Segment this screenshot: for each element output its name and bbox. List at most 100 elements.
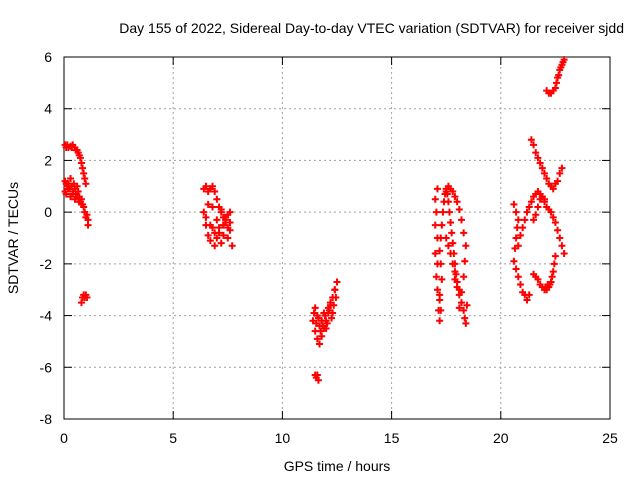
data-point <box>211 187 219 195</box>
x-tick-label: 25 <box>602 430 618 446</box>
data-point <box>436 247 444 255</box>
data-point <box>64 185 72 193</box>
data-point <box>512 234 520 242</box>
data-point <box>313 371 321 379</box>
x-tick-label: 15 <box>384 430 400 446</box>
data-point <box>74 187 82 195</box>
data-point <box>77 159 85 167</box>
data-point <box>530 216 538 224</box>
data-points <box>61 56 568 384</box>
data-point <box>439 208 447 216</box>
data-point <box>204 231 212 239</box>
data-point <box>219 231 227 239</box>
data-point <box>514 216 522 224</box>
data-point <box>328 314 336 322</box>
data-point <box>534 154 542 162</box>
data-point <box>213 195 221 203</box>
data-point <box>521 216 529 224</box>
data-point <box>433 185 441 193</box>
data-point <box>438 275 446 283</box>
data-point <box>448 229 456 237</box>
data-point <box>455 286 463 294</box>
data-point <box>226 208 234 216</box>
data-point <box>204 200 212 208</box>
data-point <box>73 182 81 190</box>
data-point <box>224 224 232 232</box>
data-point <box>211 242 219 250</box>
data-point <box>222 213 230 221</box>
plot-frame <box>63 56 611 420</box>
data-point <box>200 208 208 216</box>
data-point <box>449 260 457 268</box>
data-point <box>318 332 326 340</box>
data-point <box>84 221 92 229</box>
data-point <box>314 376 322 384</box>
data-point <box>556 169 564 177</box>
data-point <box>455 304 463 312</box>
data-point <box>209 224 217 232</box>
data-point <box>457 216 465 224</box>
data-point <box>316 340 324 348</box>
data-point <box>318 317 326 325</box>
y-tick-label: 2 <box>44 152 52 168</box>
data-point <box>226 218 234 226</box>
data-point <box>532 211 540 219</box>
data-point <box>556 234 564 242</box>
data-point <box>313 312 321 320</box>
data-point <box>547 208 555 216</box>
data-point <box>79 164 87 172</box>
grid <box>64 57 610 419</box>
data-point <box>538 193 546 201</box>
y-tick-label: -2 <box>40 256 53 272</box>
data-point <box>462 242 470 250</box>
data-point <box>77 200 85 208</box>
data-point <box>436 317 444 325</box>
data-point <box>461 314 469 322</box>
y-tick-label: 0 <box>44 204 52 220</box>
data-point <box>317 327 325 335</box>
data-point <box>311 304 319 312</box>
data-point <box>431 195 439 203</box>
data-point <box>460 229 468 237</box>
data-point <box>451 193 459 201</box>
data-point <box>331 286 339 294</box>
data-point <box>555 71 563 79</box>
data-point <box>320 309 328 317</box>
data-point <box>324 304 332 312</box>
data-point <box>313 335 321 343</box>
data-point <box>558 242 566 250</box>
y-tick-label: -4 <box>40 308 53 324</box>
x-tick-label: 0 <box>60 430 68 446</box>
data-point <box>512 265 520 273</box>
data-point <box>536 281 544 289</box>
data-point <box>549 268 557 276</box>
data-point <box>457 299 465 307</box>
data-point <box>83 211 91 219</box>
data-point <box>436 291 444 299</box>
data-point <box>540 169 548 177</box>
data-point <box>442 234 450 242</box>
data-point <box>228 242 236 250</box>
data-point <box>460 273 468 281</box>
data-point <box>543 175 551 183</box>
x-tick-label: 5 <box>169 430 177 446</box>
x-ticks: 0 5 10 15 20 25 <box>60 57 618 446</box>
data-point <box>326 299 334 307</box>
data-point <box>554 226 562 234</box>
data-point <box>217 239 225 247</box>
y-axis-label: SDTVAR / TECUs <box>5 182 21 294</box>
data-point <box>510 257 518 265</box>
data-point <box>525 203 533 211</box>
data-point <box>76 154 84 162</box>
data-point <box>560 56 568 64</box>
data-point <box>449 239 457 247</box>
data-point <box>551 84 559 92</box>
data-point <box>322 325 330 332</box>
data-point <box>527 136 535 144</box>
data-point <box>67 175 75 183</box>
data-point <box>552 79 560 87</box>
data-point <box>82 180 90 188</box>
data-point <box>431 250 439 258</box>
x-axis-label: GPS time / hours <box>284 458 391 474</box>
